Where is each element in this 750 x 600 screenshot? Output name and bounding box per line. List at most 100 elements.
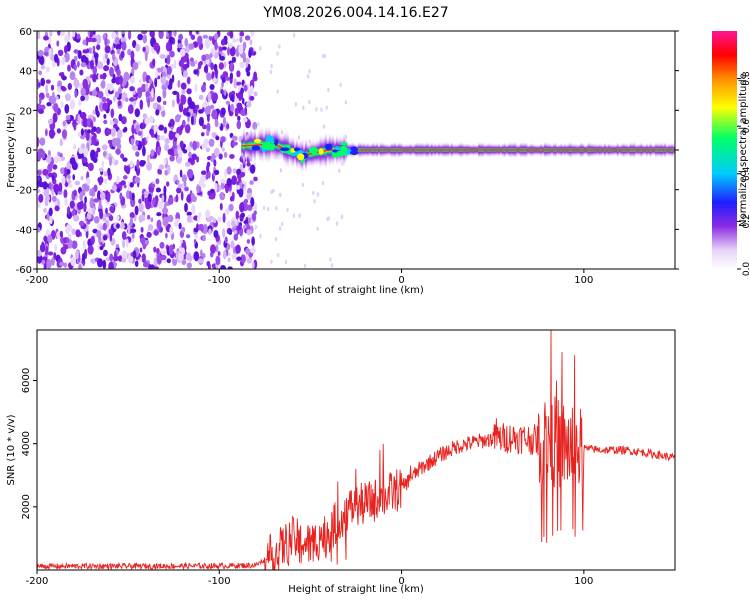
- band-blob: [318, 148, 324, 155]
- noise-speckle: [105, 207, 108, 215]
- sparse-speckle: [280, 221, 284, 227]
- noise-speckle: [105, 257, 110, 262]
- sparse-speckle: [316, 226, 319, 232]
- noise-speckle: [51, 188, 55, 196]
- noise-speckle: [141, 253, 146, 263]
- noise-speckle: [154, 77, 158, 88]
- noise-speckle: [64, 166, 67, 176]
- sparse-speckle: [286, 207, 289, 213]
- noise-speckle: [125, 97, 129, 102]
- noise-speckle: [229, 46, 236, 57]
- noise-speckle: [230, 103, 235, 112]
- noise-speckle: [190, 193, 195, 202]
- noise-speckle: [184, 161, 191, 167]
- noise-speckle: [242, 51, 246, 61]
- noise-speckle: [93, 216, 100, 224]
- noise-speckle: [178, 59, 184, 68]
- noise-speckle: [155, 70, 159, 78]
- noise-speckle: [45, 79, 51, 84]
- noise-speckle: [113, 118, 119, 125]
- band-blob: [350, 150, 359, 156]
- noise-speckle: [205, 147, 211, 153]
- noise-speckle: [161, 109, 166, 118]
- noise-speckle: [186, 262, 192, 269]
- noise-speckle: [43, 51, 50, 56]
- noise-speckle: [144, 51, 148, 62]
- x-tick-label: -100: [208, 576, 231, 587]
- noise-speckle: [246, 229, 252, 236]
- noise-speckle: [90, 235, 95, 245]
- band-blob: [251, 145, 261, 151]
- noise-speckle: [67, 82, 73, 91]
- noise-speckle: [108, 261, 114, 269]
- noise-speckle: [64, 45, 68, 54]
- noise-speckle: [155, 178, 160, 185]
- noise-speckle: [207, 114, 210, 123]
- noise-speckle: [158, 31, 164, 40]
- noise-speckle: [37, 250, 42, 257]
- noise-speckle: [70, 256, 77, 267]
- noise-speckle: [203, 138, 208, 149]
- noise-speckle: [129, 217, 133, 227]
- noise-speckle: [160, 76, 167, 85]
- noise-speckle: [251, 261, 255, 269]
- noise-speckle: [71, 228, 77, 235]
- noise-speckle: [38, 82, 41, 88]
- noise-speckle: [236, 184, 241, 190]
- noise-speckle: [92, 157, 98, 164]
- noise-speckle: [168, 244, 174, 255]
- noise-speckle: [186, 195, 192, 203]
- noise-speckle: [236, 219, 239, 226]
- noise-speckle: [102, 259, 107, 269]
- noise-speckle: [80, 54, 87, 64]
- noise-speckle: [121, 116, 127, 125]
- noise-speckle: [92, 73, 97, 83]
- noise-speckle: [72, 143, 77, 150]
- noise-speckle: [64, 197, 68, 207]
- noise-speckle: [103, 249, 108, 257]
- spectrogram-plot-area: [37, 31, 675, 269]
- noise-speckle: [116, 175, 120, 184]
- noise-speckle: [121, 250, 128, 261]
- noise-speckle: [141, 122, 146, 129]
- noise-speckle: [118, 86, 122, 94]
- noise-speckle: [67, 206, 71, 215]
- noise-speckle: [45, 128, 48, 137]
- noise-speckle: [210, 244, 216, 254]
- noise-speckle: [165, 232, 168, 239]
- noise-speckle: [197, 61, 202, 70]
- noise-speckle: [109, 66, 114, 77]
- noise-speckle: [202, 224, 208, 235]
- noise-speckle: [169, 226, 174, 235]
- sparse-speckle: [338, 168, 341, 173]
- noise-speckle: [107, 167, 111, 177]
- noise-speckle: [160, 105, 165, 112]
- noise-speckle: [201, 54, 207, 62]
- noise-speckle: [117, 187, 120, 193]
- snr-series-line: [37, 330, 675, 570]
- noise-speckle: [171, 74, 175, 83]
- noise-speckle: [163, 100, 167, 105]
- noise-speckle: [239, 61, 245, 68]
- noise-speckle: [149, 128, 154, 136]
- noise-speckle: [201, 132, 205, 137]
- noise-speckle: [60, 246, 67, 255]
- y-tick-label: 0: [26, 146, 32, 157]
- noise-speckle: [97, 91, 104, 99]
- noise-speckle: [96, 44, 101, 51]
- sparse-speckle: [275, 206, 278, 211]
- snr-frame: [36, 329, 676, 571]
- noise-speckle: [153, 230, 159, 236]
- noise-speckle: [94, 150, 99, 159]
- noise-speckle: [116, 69, 121, 77]
- noise-speckle: [112, 53, 116, 62]
- noise-speckle: [218, 47, 223, 52]
- noise-speckle: [178, 102, 184, 113]
- noise-speckle: [214, 182, 218, 193]
- x-tick-label: -100: [208, 275, 231, 286]
- noise-speckle: [131, 144, 138, 151]
- noise-speckle: [77, 113, 81, 125]
- noise-speckle: [237, 115, 241, 121]
- noise-speckle: [174, 148, 178, 157]
- noise-speckle: [96, 147, 101, 153]
